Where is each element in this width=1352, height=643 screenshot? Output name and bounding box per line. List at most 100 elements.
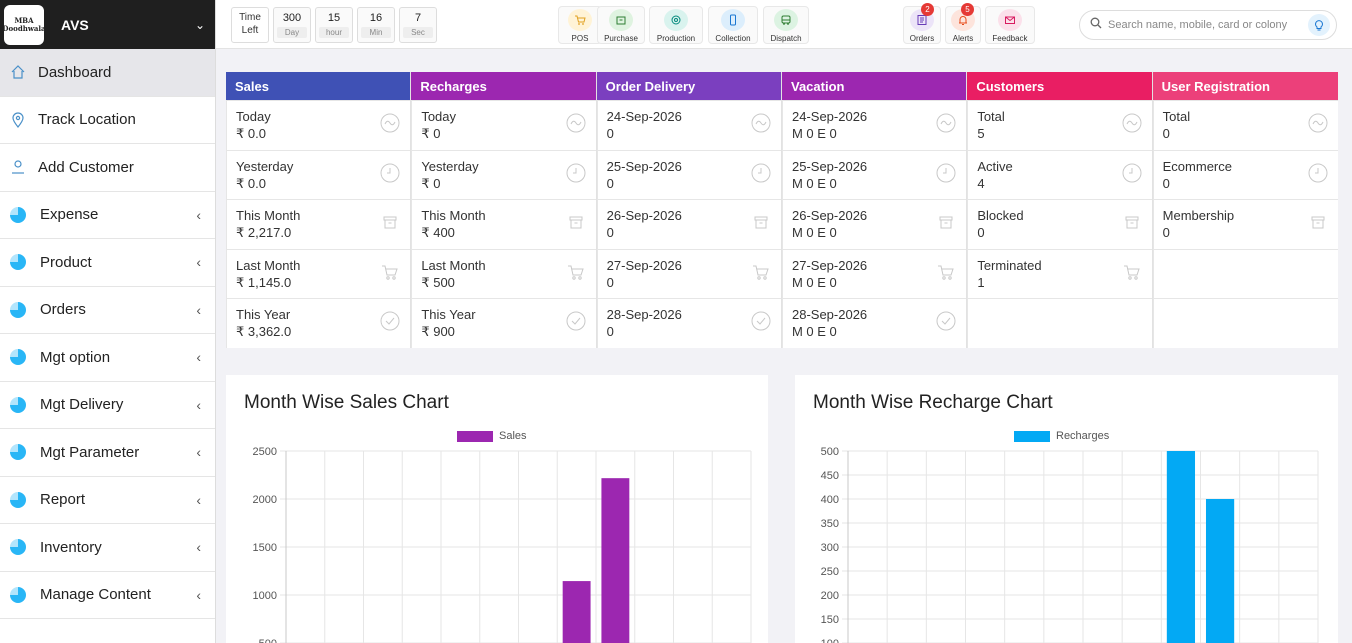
chart-bar[interactable] xyxy=(1205,499,1235,643)
stat-cell[interactable]: Ecommerce 0 xyxy=(1152,149,1338,200)
timer-days: 300 Day xyxy=(273,7,311,43)
stat-value: 0 xyxy=(1162,225,1170,241)
check-icon xyxy=(751,311,771,331)
stat-cell[interactable]: 24-Sep-2026 0 xyxy=(596,100,781,150)
feedback-button[interactable]: Feedback xyxy=(985,6,1035,44)
sidebar-item-dashboard[interactable]: Dashboard xyxy=(0,49,215,97)
chevron-left-icon: ‹ xyxy=(196,491,201,508)
stat-label: Yesterday xyxy=(236,158,294,174)
stat-column-sales: Sales Today ₹ 0.0 Yesterday ₹ 0.0 This Month ₹… xyxy=(226,72,412,348)
chevron-left-icon: ‹ xyxy=(196,444,201,461)
sidebar-item-mgt-delivery[interactable]: Mgt Delivery ‹ xyxy=(0,382,215,429)
collection-button[interactable]: Collection xyxy=(708,6,758,44)
dispatch-button[interactable]: Dispatch xyxy=(763,6,809,44)
chart-bar[interactable] xyxy=(562,581,591,643)
time-left-label: Time Left xyxy=(231,7,269,43)
stat-cell[interactable]: 24-Sep-2026 M 0 E 0 xyxy=(781,100,967,150)
stat-cell[interactable]: Today ₹ 0.0 xyxy=(226,100,411,150)
stat-cell[interactable]: Membership 0 xyxy=(1152,199,1338,249)
stat-cell[interactable]: This Month ₹ 400 xyxy=(411,199,596,249)
clock-icon xyxy=(566,163,586,183)
sidebar-item-mgt-option[interactable]: Mgt option ‹ xyxy=(0,334,215,382)
brand-logo[interactable]: MBA Doodhwala xyxy=(2,4,46,45)
check-icon xyxy=(566,311,586,331)
archive-icon xyxy=(566,212,586,232)
wave-icon xyxy=(936,113,956,133)
location-pin-icon xyxy=(10,112,26,128)
stat-column-header: Order Delivery xyxy=(596,72,781,100)
chart-legend[interactable]: Sales xyxy=(457,430,527,442)
stat-label: 26-Sep-2026 xyxy=(606,208,682,224)
stat-cell[interactable]: Yesterday ₹ 0 xyxy=(411,149,596,200)
stat-value: 0 xyxy=(606,225,614,241)
sidebar-item-orders[interactable]: Orders ‹ xyxy=(0,287,215,334)
pos-button[interactable]: POS xyxy=(558,6,602,44)
chart-bar[interactable] xyxy=(1166,451,1196,643)
stat-column-customers: Customers Total 5 Active 4 Blocked 0 Terminated… xyxy=(967,72,1153,348)
stat-cell[interactable]: Total 0 xyxy=(1152,100,1338,150)
stat-cell[interactable]: 28-Sep-2026 M 0 E 0 xyxy=(781,298,967,348)
pie-icon xyxy=(10,396,26,413)
stat-cell[interactable]: 26-Sep-2026 M 0 E 0 xyxy=(781,199,967,249)
search-input[interactable] xyxy=(1108,19,1304,31)
chart-legend[interactable]: Recharges xyxy=(1014,430,1109,442)
sidebar-item-manage-content[interactable]: Manage Content ‹ xyxy=(0,572,215,619)
pie-icon xyxy=(10,444,26,461)
sidebar-item-add-customer[interactable]: Add Customer xyxy=(0,144,215,192)
stat-cell[interactable]: Blocked 0 xyxy=(967,199,1152,249)
stat-cell[interactable]: Last Month ₹ 1,145.0 xyxy=(226,248,411,299)
lightbulb-icon[interactable] xyxy=(1308,14,1330,36)
check-icon xyxy=(380,311,400,331)
orders-notification-button[interactable]: Orders 2 xyxy=(903,3,941,44)
stat-cell[interactable]: This Month ₹ 2,217.0 xyxy=(226,199,411,249)
wave-icon xyxy=(1122,113,1142,133)
search-bar xyxy=(1079,10,1337,40)
stat-cell[interactable]: This Year ₹ 900 xyxy=(411,298,596,348)
stat-cell[interactable]: Active 4 xyxy=(967,149,1152,200)
stat-cell[interactable]: Today ₹ 0 xyxy=(411,100,596,150)
stat-label: Membership xyxy=(1162,208,1235,224)
sidebar-item-inventory[interactable]: Inventory ‹ xyxy=(0,524,215,572)
chevron-left-icon: ‹ xyxy=(196,586,201,603)
stat-label: Total xyxy=(977,109,1005,124)
pie-icon xyxy=(10,349,26,366)
stat-cell[interactable]: 25-Sep-2026 0 xyxy=(596,149,781,200)
sidebar-item-track-location[interactable]: Track Location xyxy=(0,97,215,144)
stat-cell[interactable]: Total 5 xyxy=(967,100,1152,150)
y-tick-label: 250 xyxy=(821,566,839,578)
stat-label: 24-Sep-2026 xyxy=(606,109,682,124)
stat-label: 25-Sep-2026 xyxy=(791,158,868,174)
brand-name: AVS xyxy=(61,16,89,33)
stat-value: ₹ 2,217.0 xyxy=(236,225,292,241)
sidebar-item-label: Inventory xyxy=(40,538,102,556)
stat-cell[interactable]: 26-Sep-2026 0 xyxy=(596,199,781,249)
stat-value: M 0 E 0 xyxy=(791,274,837,290)
y-tick-label: 100 xyxy=(821,638,839,643)
sidebar-item-mgt-parameter[interactable]: Mgt Parameter ‹ xyxy=(0,429,215,477)
pie-icon xyxy=(10,254,26,271)
stat-value: 0 xyxy=(606,324,614,340)
stat-cell[interactable]: Yesterday ₹ 0.0 xyxy=(226,149,411,200)
stat-cell[interactable]: 27-Sep-2026 0 xyxy=(596,248,781,299)
chevron-down-icon[interactable]: ⌄ xyxy=(194,17,206,32)
stat-cell[interactable]: 28-Sep-2026 0 xyxy=(596,298,781,348)
sidebar-item-expense[interactable]: Expense ‹ xyxy=(0,192,215,239)
stat-cell[interactable]: 27-Sep-2026 M 0 E 0 xyxy=(781,248,967,299)
stat-cell[interactable]: 25-Sep-2026 M 0 E 0 xyxy=(781,149,967,200)
production-button[interactable]: Production xyxy=(649,6,703,44)
archive-icon xyxy=(936,212,956,232)
stat-label: 26-Sep-2026 xyxy=(791,208,868,224)
purchase-button[interactable]: Purchase xyxy=(597,6,645,44)
sidebar-item-report[interactable]: Report ‹ xyxy=(0,477,215,524)
cart-icon xyxy=(751,262,771,282)
stat-cell[interactable]: Last Month ₹ 500 xyxy=(411,248,596,299)
stat-label: 27-Sep-2026 xyxy=(791,257,868,273)
stat-value: ₹ 0.0 xyxy=(236,126,266,141)
chart-bar[interactable] xyxy=(601,478,630,643)
stat-value: 0 xyxy=(1162,175,1170,191)
stat-cell[interactable]: This Year ₹ 3,362.0 xyxy=(226,298,411,348)
stat-cell[interactable]: Terminated 1 xyxy=(967,248,1152,299)
alerts-notification-button[interactable]: Alerts 5 xyxy=(945,3,981,44)
sidebar-item-product[interactable]: Product ‹ xyxy=(0,239,215,287)
sidebar-item-label: Add Customer xyxy=(38,158,134,176)
